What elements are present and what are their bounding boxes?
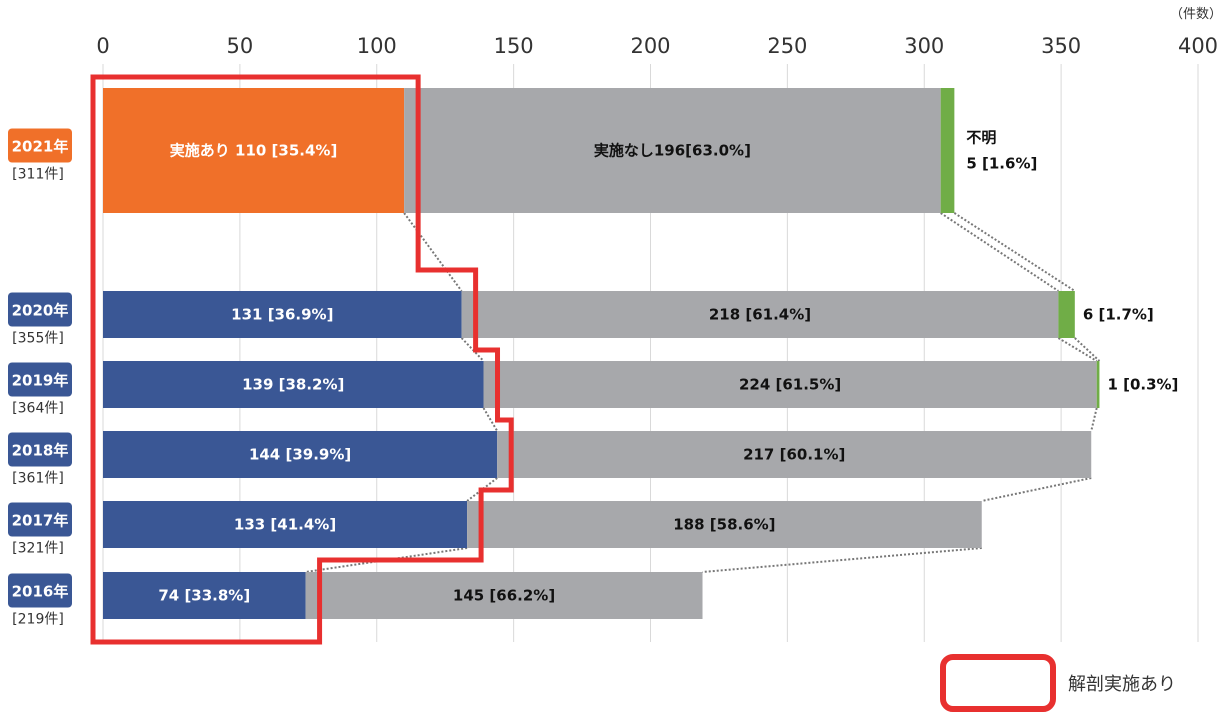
year-label: 2019年 [12,372,69,390]
year-badge [8,362,72,397]
bar-unknown [1096,361,1100,408]
highlight-outline [90,74,514,645]
year-badge [8,292,72,327]
year-badge [8,432,72,467]
total-count-label: [219件] [12,612,64,628]
x-tick-label: 200 [630,34,670,58]
highlight-outline-shape [90,74,514,645]
data-label: 217 [60.1%] [743,446,845,464]
x-axis-ticks: 0 50 100 150 200 250 300 350 400 [96,34,1218,58]
data-label: 144 [39.9%] [249,446,351,464]
legend: 解剖実施あり [940,654,1176,712]
data-label: 実施あり 110 [35.4%] [170,142,338,160]
x-tick-label: 250 [767,34,807,58]
bar-performed [103,291,462,338]
year-badge [8,128,72,163]
data-label: 131 [36.9%] [231,306,333,324]
year-label: 2021年 [12,138,69,156]
data-label: 1 [0.3%] [1107,376,1178,394]
legend-label: 解剖実施あり [1068,674,1176,695]
data-labels: 実施あり 110 [35.4%] 実施なし196[63.0%] 不明 5 [1.6%]… [158,129,1178,605]
bar-performed [103,431,498,478]
x-tick-label: 400 [1178,34,1218,58]
data-label: 5 [1.6%] [966,155,1037,173]
data-label: 188 [58.6%] [673,516,775,534]
x-tick-label: 300 [904,34,944,58]
data-label: 実施なし196[63.0%] [594,142,751,160]
data-label: 218 [61.4%] [709,306,811,324]
bar-performed [103,88,405,213]
data-label: 74 [33.8%] [158,587,250,605]
year-label: 2017年 [12,512,69,530]
year-label: 2020年 [12,302,69,320]
connector-line [403,212,463,292]
bar-unknown [1058,291,1075,338]
connector-line [460,337,485,362]
connector-line [482,407,499,432]
row-labels: 2021年 [311件] 2020年 [355件] 2019年 [364件] 2018年 [3… [8,128,72,628]
x-tick-label: 150 [494,34,534,58]
year-badge [8,573,72,608]
legend-swatch [940,654,1056,712]
data-label: 139 [38.2%] [242,376,344,394]
x-tick-label: 0 [96,34,109,58]
bar-not-performed [467,501,982,548]
data-label: 224 [61.5%] [739,376,841,394]
data-label: 不明 [966,129,996,147]
bar-performed [103,572,306,619]
connector-line [953,212,1076,292]
year-label: 2018年 [12,442,69,460]
year-label: 2016年 [12,583,69,601]
unit-label: （件数） [1170,7,1222,22]
bar-not-performed [497,431,1092,478]
connector-line [940,212,1059,292]
data-label: 133 [41.4%] [234,516,336,534]
bar-performed [103,501,468,548]
x-tick-label: 50 [227,34,254,58]
total-count-label: [361件] [12,471,64,487]
total-count-label: [364件] [12,401,64,417]
year-badge [8,502,72,537]
total-count-label: [311件] [12,167,64,183]
bar-not-performed [305,572,703,619]
connector-line [981,477,1092,502]
bar-performed [103,361,484,408]
bar-not-performed [483,361,1097,408]
data-label: 145 [66.2%] [453,587,555,605]
connector-line [1090,407,1098,432]
connector-line [1074,337,1101,362]
x-tick-label: 350 [1041,34,1081,58]
x-tick-label: 100 [357,34,397,58]
bar-not-performed [404,88,941,213]
total-count-label: [321件] [12,541,64,557]
data-label: 6 [1.7%] [1083,306,1154,324]
bar-unknown [940,88,955,213]
bar-series [103,88,1100,619]
connector-line [1057,337,1098,362]
connector-line [702,547,982,573]
bar-not-performed [461,291,1059,338]
total-count-label: [355件] [12,331,64,347]
